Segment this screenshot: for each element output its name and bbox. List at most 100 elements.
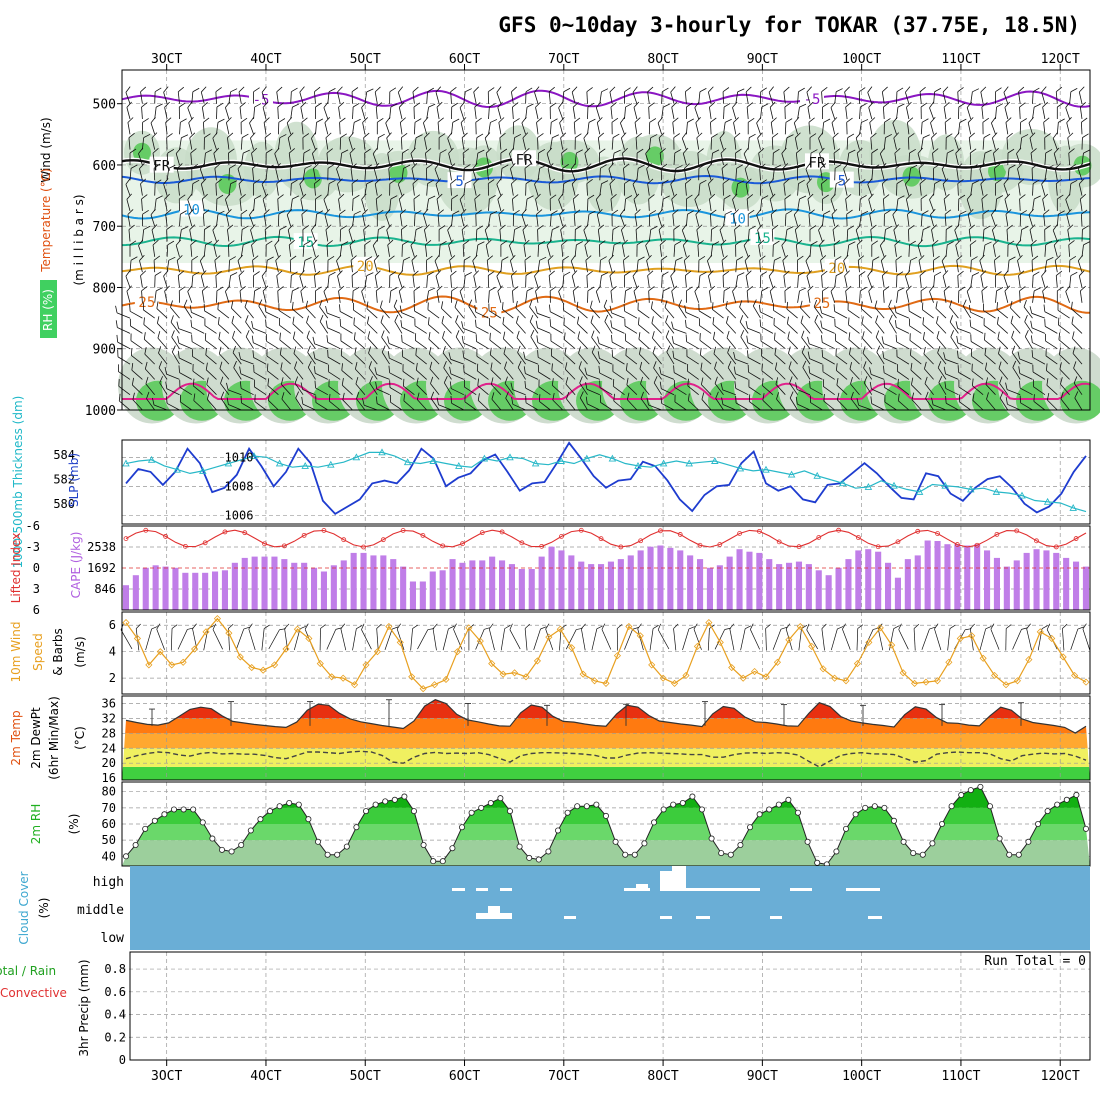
wind-barb-feather — [327, 349, 329, 358]
wind-barb-feather — [292, 287, 300, 292]
wind-barb-staff — [307, 367, 316, 380]
wind-barb-feather — [324, 117, 331, 123]
wind-barb-feather — [217, 118, 225, 123]
wind-barb-staff — [290, 91, 292, 104]
wind-barb-feather — [178, 365, 180, 373]
wind-barb — [353, 317, 366, 334]
wind-barb-staff — [323, 291, 329, 303]
wind-barb-staff — [253, 357, 267, 365]
wind-barb — [352, 118, 361, 135]
wind-barb-feather — [115, 320, 118, 328]
wind-barb-feather — [423, 208, 429, 215]
wind-barb-feather — [393, 299, 398, 307]
wind-barb-staff — [300, 107, 304, 120]
isotherm-label-bg — [512, 150, 537, 167]
wind-barb-staff — [166, 168, 170, 181]
wind-barb-feather — [181, 226, 189, 231]
wind-barb-feather — [179, 194, 186, 200]
wind-barb-feather — [152, 239, 159, 246]
wind-barb-feather — [411, 255, 418, 261]
wind-barb-feather — [180, 118, 187, 123]
wind-barb-staff — [290, 198, 293, 211]
wind-barb-feather — [139, 254, 145, 261]
wind-barb-feather — [232, 330, 236, 338]
wind-barb-staff — [261, 276, 267, 288]
wind-barb-staff — [290, 290, 293, 303]
wind-barb-feather — [276, 270, 283, 276]
wind-barb — [261, 270, 267, 288]
wind-barb-feather — [387, 336, 390, 344]
wind-barb — [394, 314, 403, 334]
wind-barb-feather — [299, 178, 305, 185]
wind-barb — [278, 225, 287, 242]
wind-barb-feather — [280, 377, 284, 385]
wind-barb — [380, 315, 390, 334]
wind-barb-staff — [175, 245, 180, 257]
wind-barb — [164, 101, 170, 120]
wind-barb-feather — [264, 132, 272, 138]
wind-barb — [393, 299, 403, 319]
wind-barb — [159, 376, 168, 395]
wind-barb — [411, 255, 418, 273]
wind-barb-staff — [141, 107, 143, 120]
wind-barb-staff — [226, 122, 230, 135]
wind-barb-feather — [205, 241, 213, 246]
wind-barb-feather — [189, 305, 192, 313]
wind-barb — [245, 330, 254, 349]
wind-barb — [387, 350, 403, 365]
isotherm-label: 5 — [455, 174, 463, 190]
wind-barb-staff — [166, 388, 180, 396]
wind-barb-staff — [227, 137, 230, 150]
wind-barb-feather — [220, 391, 225, 399]
wind-barb-feather — [403, 393, 406, 401]
wind-barb — [302, 256, 312, 273]
wind-barb — [374, 178, 381, 196]
wind-barb-feather — [126, 193, 132, 200]
wind-barb — [328, 379, 341, 396]
wind-barb-feather — [413, 286, 421, 292]
wind-barb-staff — [412, 91, 415, 104]
wind-barb-staff — [192, 370, 205, 380]
wind-barb-feather — [251, 239, 258, 246]
wind-barb — [324, 117, 331, 135]
wind-barb-feather — [233, 360, 237, 368]
wind-barb — [130, 333, 143, 350]
wind-barb-staff — [302, 260, 306, 273]
wind-barb-staff — [286, 122, 292, 135]
wind-barb-feather — [238, 86, 245, 93]
wind-barb — [389, 271, 397, 288]
wind-barb-feather — [166, 133, 173, 138]
wind-barb — [328, 393, 341, 411]
wind-barb-feather — [204, 333, 207, 341]
wind-barb — [177, 178, 185, 196]
wind-barb-feather — [275, 254, 281, 261]
wind-barb-staff — [166, 152, 169, 166]
wind-barb-staff — [199, 168, 205, 181]
wind-barb-staff — [131, 369, 143, 380]
wind-barb-staff — [128, 137, 131, 150]
wind-barb-staff — [171, 351, 180, 365]
wind-barb-staff — [355, 368, 366, 380]
wind-barb — [278, 303, 291, 319]
wind-barb — [203, 149, 213, 166]
wind-barb-feather — [339, 209, 346, 215]
wind-barb — [325, 320, 341, 334]
wind-barb-staff — [217, 309, 230, 319]
wind-barb — [165, 117, 172, 135]
wind-barb — [374, 367, 390, 380]
wind-barb-staff — [193, 400, 205, 411]
wind-barb-feather — [380, 315, 384, 323]
wind-barb — [313, 163, 319, 181]
wind-barb-staff — [163, 275, 168, 288]
wind-barb-feather — [267, 164, 274, 169]
wind-barb — [338, 285, 345, 303]
wind-barb — [218, 331, 230, 349]
wind-barb — [306, 315, 316, 334]
wind-barb-feather — [212, 132, 218, 139]
wind-barb — [290, 271, 298, 288]
wind-barb-staff — [239, 290, 242, 303]
wind-barb — [348, 224, 354, 242]
wind-barb-feather — [400, 117, 406, 123]
wind-barb-feather — [402, 378, 405, 387]
wind-barb — [171, 330, 180, 349]
